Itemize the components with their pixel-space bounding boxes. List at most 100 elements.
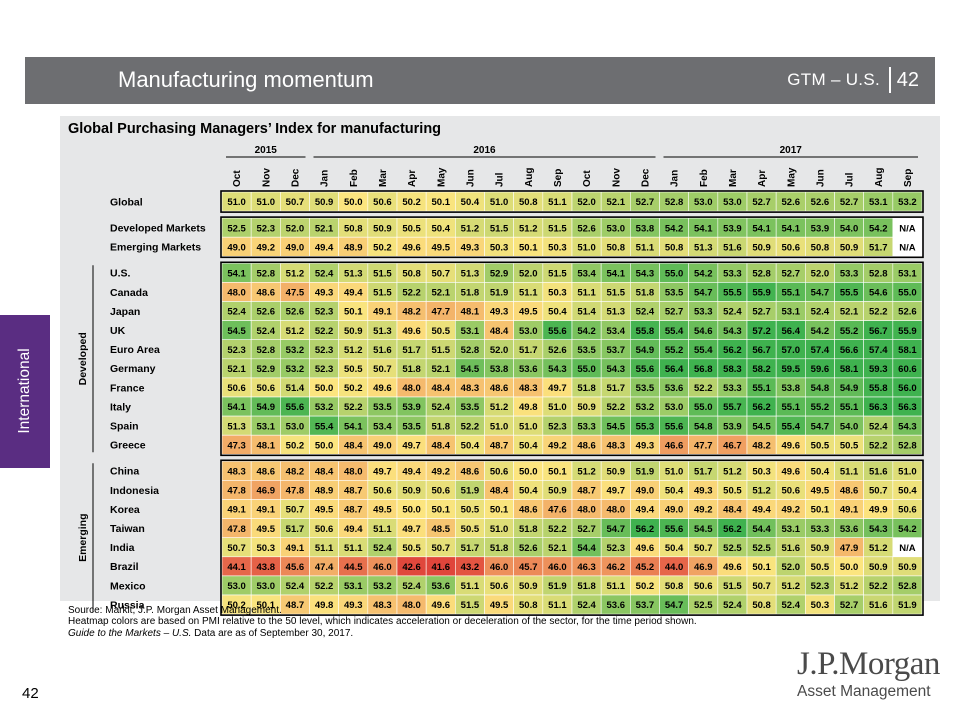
cell-value: 52.2	[344, 402, 363, 413]
cell-value: 52.6	[286, 307, 305, 318]
heatmap-cell	[892, 191, 923, 212]
cell-value: 56.2	[723, 345, 742, 356]
cell-value: 52.6	[548, 345, 567, 356]
cell-value: 56.4	[782, 326, 801, 337]
cell-value: 49.3	[490, 307, 509, 318]
cell-value: 55.7	[723, 402, 742, 413]
cell-value: 51.1	[373, 524, 392, 535]
cell-value: 50.9	[344, 326, 363, 337]
cell-value: 52.7	[840, 197, 859, 208]
cell-value: 52.3	[315, 364, 334, 375]
cell-value: 54.4	[577, 543, 596, 554]
cell-value: 51.7	[461, 543, 480, 554]
cell-value: 51.9	[548, 581, 567, 592]
cell-value: 51.6	[373, 345, 392, 356]
cell-value: 52.4	[257, 326, 276, 337]
cell-value: 52.4	[373, 543, 392, 554]
row-label: Greece	[110, 440, 146, 452]
cell-value: 50.7	[694, 543, 713, 554]
cell-value: 48.4	[490, 486, 509, 497]
cell-value: 50.0	[315, 440, 334, 451]
cell-value: 52.8	[869, 268, 888, 279]
cell-value: 53.6	[519, 364, 538, 375]
cell-value: 53.0	[286, 421, 305, 432]
cell-value: 48.0	[607, 505, 626, 516]
cell-value: 50.2	[344, 383, 363, 394]
cell-value: 52.0	[811, 268, 830, 279]
cell-value: 52.4	[227, 307, 246, 318]
cell-value: 49.3	[636, 440, 655, 451]
row-label: Germany	[110, 363, 156, 375]
cell-value: 50.2	[286, 440, 305, 451]
cell-value: 46.6	[665, 440, 684, 451]
side-tab[interactable]: International	[0, 315, 50, 468]
month-label: Oct	[232, 170, 243, 187]
month-label: Mar	[728, 169, 739, 187]
cell-value: 55.8	[869, 383, 888, 394]
cell-value: 52.7	[840, 600, 859, 611]
cell-value: 49.2	[257, 242, 276, 253]
cell-value: 55.4	[782, 421, 801, 432]
cell-value: 51.6	[869, 600, 888, 611]
header-banner	[25, 57, 935, 104]
cell-value: 50.5	[344, 364, 363, 375]
cell-value: 54.5	[461, 364, 480, 375]
cell-value: 60.6	[898, 364, 917, 375]
cell-value: 59.3	[869, 364, 888, 375]
cell-value: 51.7	[519, 345, 538, 356]
cell-value: 48.4	[344, 440, 363, 451]
month-label: May	[436, 167, 447, 187]
cell-value: 48.0	[344, 466, 363, 477]
cell-value: 52.4	[811, 307, 830, 318]
cell-value: 48.5	[432, 524, 451, 535]
cell-value: 50.3	[548, 288, 567, 299]
month-label: Sep	[553, 169, 564, 187]
chart-title: Global Purchasing Managers’ Index for ma…	[68, 121, 442, 137]
cell-value: 56.6	[840, 345, 859, 356]
cell-value: 50.5	[432, 326, 451, 337]
cell-value: 53.1	[782, 524, 801, 535]
cell-value: 52.3	[227, 345, 246, 356]
cell-value: 48.7	[490, 440, 509, 451]
cell-value: 49.1	[257, 505, 276, 516]
cell-value: 52.7	[752, 197, 771, 208]
cell-value: 53.4	[607, 326, 626, 337]
cell-value: 52.8	[898, 581, 917, 592]
cell-value: 49.4	[752, 505, 771, 516]
cell-value: 55.4	[694, 345, 713, 356]
cell-value: 51.8	[432, 421, 451, 432]
cell-value: 54.8	[694, 421, 713, 432]
cell-value: 51.2	[286, 268, 305, 279]
year-label: 2016	[473, 145, 496, 156]
cell-value: 49.5	[490, 600, 509, 611]
cell-value: 50.9	[840, 242, 859, 253]
cell-value: 49.3	[694, 486, 713, 497]
cell-value: 49.1	[840, 505, 859, 516]
cell-value: 51.3	[607, 307, 626, 318]
cell-value: 52.1	[607, 197, 626, 208]
cell-value: 53.5	[636, 383, 655, 394]
cell-value: 54.3	[869, 524, 888, 535]
cell-value: 49.6	[402, 242, 421, 253]
logo-sub: Asset Management	[797, 683, 931, 700]
cell-value: 53.9	[723, 421, 742, 432]
cell-value: 53.9	[811, 223, 830, 234]
cell-value: 48.0	[402, 383, 421, 394]
cell-value: 49.7	[373, 466, 392, 477]
month-label: Jan	[670, 170, 681, 187]
cell-value: 46.2	[607, 562, 626, 573]
cell-value: 45.7	[519, 562, 538, 573]
cell-value: 55.9	[752, 288, 771, 299]
cell-value: 51.2	[519, 223, 538, 234]
cell-value: 52.0	[286, 223, 305, 234]
heatmap-cell	[892, 434, 923, 455]
month-label: Mar	[378, 169, 389, 187]
cell-value: 54.6	[694, 326, 713, 337]
cell-value: 50.1	[519, 242, 538, 253]
cell-value: 51.2	[840, 581, 859, 592]
header-separator	[889, 67, 891, 93]
cell-value: 59.5	[782, 364, 801, 375]
cell-value: 52.2	[869, 440, 888, 451]
cell-value: 50.1	[548, 466, 567, 477]
row-label: Indonesia	[110, 485, 159, 497]
